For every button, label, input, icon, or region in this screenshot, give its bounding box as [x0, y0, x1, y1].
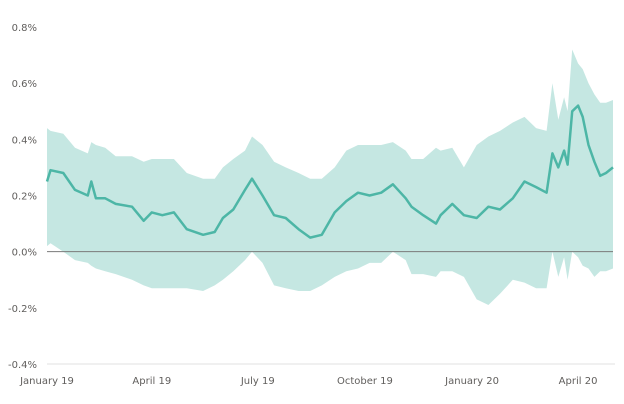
- x-tick-label: April 19: [132, 376, 171, 387]
- mean-line: [45, 104, 614, 239]
- y-tick-label: 0.8%: [12, 23, 37, 34]
- y-tick-label: 0.6%: [12, 79, 37, 90]
- x-axis: January 19 April 19 July 19 October 19 Janua…: [19, 376, 597, 387]
- y-tick-label: -0.2%: [8, 304, 37, 315]
- y-tick-label: 0.0%: [12, 248, 37, 259]
- x-tick-label: January 19: [19, 376, 74, 387]
- y-tick-label: 0.2%: [12, 192, 37, 203]
- y-tick-label: -0.4%: [8, 360, 37, 371]
- x-tick-label: October 19: [337, 376, 393, 387]
- x-tick-label: January 20: [444, 376, 499, 387]
- y-tick-label: 0.4%: [12, 135, 37, 146]
- x-tick-label: July 19: [240, 376, 275, 387]
- x-tick-label: April 20: [559, 376, 598, 387]
- confidence-band: [47, 49, 613, 305]
- y-axis: 0.8% 0.6% 0.4% 0.2% 0.0% -0.2% -0.4%: [8, 23, 37, 371]
